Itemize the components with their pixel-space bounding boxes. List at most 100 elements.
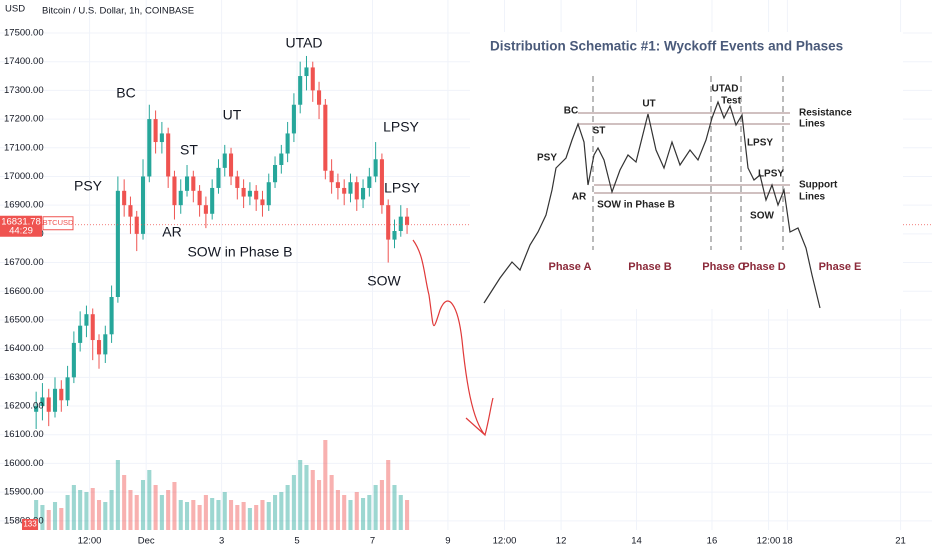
candle-body: [254, 190, 259, 200]
volume-bar: [203, 495, 208, 530]
inset-label: Test: [721, 96, 741, 107]
candle-body: [140, 176, 146, 234]
candle-body: [71, 342, 76, 378]
candle-body: [109, 296, 114, 335]
inset-label: LPSY: [747, 138, 773, 149]
x-tick-label: 12:00: [493, 536, 517, 547]
volume-bar: [342, 495, 347, 530]
candle-body: [197, 190, 202, 206]
volume-bar: [241, 502, 246, 530]
volume-bar: [128, 490, 133, 530]
inset-label: SOW in Phase B: [597, 200, 675, 211]
volume-bar: [159, 495, 164, 530]
inset-background: [470, 32, 903, 309]
annotation: AR: [162, 224, 181, 240]
candle-body: [304, 67, 309, 77]
candle-body: [342, 187, 347, 194]
candle-body: [153, 119, 158, 143]
candle-body: [222, 153, 227, 168]
volume-bar: [191, 500, 196, 530]
x-tick-label: 12:00: [757, 536, 781, 547]
y-tick-label: 16400.00: [4, 343, 44, 354]
y-tick-label: 17000.00: [4, 171, 44, 182]
x-tick-label: 5: [294, 536, 299, 547]
volume-bar: [329, 475, 334, 530]
x-tick-label: 12:00: [78, 536, 102, 547]
volume-bar: [115, 460, 120, 530]
volume-bar: [361, 498, 366, 530]
volume-bar: [96, 500, 102, 530]
candle-body: [323, 104, 328, 171]
last-price-label: 16831.78: [1, 216, 41, 227]
volume-bar: [323, 440, 328, 530]
candle-body: [247, 190, 252, 197]
candle-body: [310, 67, 315, 91]
annotations: PSY BC ST UT AR SOW in Phase B UTAD LPSY…: [74, 35, 421, 289]
candle-body: [298, 76, 303, 105]
projection-arrow: [412, 239, 494, 437]
candle-body: [46, 397, 51, 412]
candle-body: [291, 104, 296, 134]
y-tick-label: 17500.00: [4, 28, 44, 39]
x-axis-strip: [0, 530, 932, 550]
volume-bar: [254, 505, 259, 530]
candle-body: [184, 176, 190, 191]
candle-body: [78, 325, 83, 343]
volume-bar: [386, 460, 391, 530]
volume-bar: [405, 500, 410, 530]
x-tick-label: 12: [556, 536, 567, 547]
inset-title: Distribution Schematic #1: Wyckoff Event…: [490, 39, 843, 54]
inset-label: LPSY: [758, 169, 784, 180]
y-tick-label: 17400.00: [4, 56, 44, 67]
candle-body: [272, 164, 278, 183]
inset-label: Resistance: [799, 108, 852, 119]
y-tick-label: 16700.00: [4, 257, 44, 268]
volume-bar: [134, 495, 139, 530]
y-tick-label: 16200.00: [4, 401, 44, 412]
level-lines: [578, 112, 790, 194]
volume-bar: [291, 475, 296, 530]
inset-label: BC: [564, 106, 578, 117]
y-tick-label: 17200.00: [4, 114, 44, 125]
volume-bar: [392, 485, 397, 530]
y-tick-label: 16100.00: [4, 429, 44, 440]
axis-overlay: 15800.0015900.0016000.0016100.0016200.00…: [0, 28, 932, 550]
candle-body: [279, 153, 284, 165]
volume-label: 133: [23, 520, 37, 529]
y-tick-label: 16500.00: [4, 314, 44, 325]
volume-bar: [222, 492, 227, 530]
candle-body: [335, 182, 340, 188]
volume-bar: [197, 505, 202, 530]
chart-title: Bitcoin / U.S. Dollar, 1h, COINBASE: [42, 6, 194, 17]
volume-bar: [335, 490, 340, 530]
inset-label: PSY: [537, 153, 557, 164]
volume-bar: [298, 460, 303, 530]
volume-bar: [272, 495, 278, 530]
schematic-line: [483, 100, 821, 309]
phase-label: Phase B: [628, 261, 671, 273]
candle-body: [166, 133, 171, 177]
candle-body: [228, 153, 234, 177]
volume-bar: [348, 500, 353, 530]
volume-bar: [103, 502, 108, 530]
candle-body: [210, 187, 215, 214]
volume-bar: [90, 488, 95, 530]
candle-body: [354, 182, 359, 200]
volume-bar: [379, 480, 384, 530]
volume-bar: [373, 485, 378, 530]
volume-bar: [304, 465, 309, 530]
candle-body: [348, 182, 353, 194]
y-tick-label: 16000.00: [4, 458, 44, 469]
candle-body: [379, 159, 384, 206]
y-tick-label: 16600.00: [4, 286, 44, 297]
volume-bar: [266, 502, 271, 530]
volume-bar: [78, 490, 83, 530]
inset-label: Lines: [799, 192, 826, 203]
annotation: SOW in Phase B: [187, 244, 292, 260]
x-tick-label: 7: [370, 536, 375, 547]
candle-body: [203, 205, 208, 214]
volume-bar: [166, 490, 171, 530]
candle-body: [373, 159, 378, 177]
volume-bar: [210, 498, 215, 530]
